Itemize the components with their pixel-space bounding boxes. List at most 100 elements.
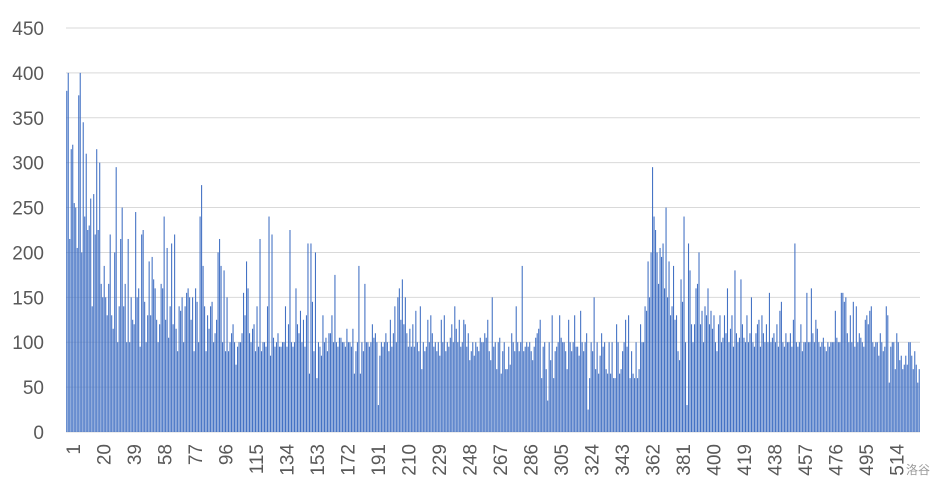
- x-tick-label: 248: [461, 444, 482, 476]
- y-tick-label: 200: [12, 243, 44, 264]
- bar: [295, 288, 297, 432]
- bar: [744, 342, 746, 432]
- bar: [551, 315, 553, 432]
- bar: [699, 324, 702, 432]
- bar: [277, 333, 279, 432]
- bar: [404, 297, 406, 432]
- bar: [347, 342, 349, 432]
- bar: [238, 342, 240, 432]
- y-axis-tick-labels: 0 50 100 150 200 250 300 350 400 450: [12, 19, 44, 444]
- bar: [875, 342, 877, 432]
- bar: [400, 319, 402, 432]
- bar: [374, 333, 376, 432]
- bar: [165, 319, 167, 432]
- bar: [710, 310, 712, 432]
- bar: [857, 342, 859, 432]
- bar: [244, 315, 246, 432]
- x-tick-label: 20: [95, 444, 116, 465]
- bar: [494, 342, 496, 432]
- bar: [409, 328, 411, 432]
- bar: [503, 342, 505, 432]
- bar: [599, 355, 601, 432]
- bar: [517, 342, 519, 432]
- bar: [286, 346, 288, 432]
- bar: [526, 342, 528, 432]
- bar: [821, 342, 823, 432]
- bar: [367, 342, 369, 432]
- bar: [752, 342, 754, 432]
- bar: [88, 225, 90, 432]
- bar: [111, 315, 113, 432]
- bar: [607, 373, 609, 432]
- bar: [879, 333, 881, 432]
- bar: [284, 306, 287, 432]
- bar: [328, 333, 330, 432]
- bar: [299, 310, 302, 432]
- bar: [664, 288, 666, 432]
- bar: [834, 310, 836, 432]
- bar: [900, 355, 902, 432]
- y-tick-label: 350: [12, 109, 44, 130]
- bar: [723, 315, 726, 432]
- x-tick-label: 267: [491, 444, 512, 476]
- bar: [794, 243, 796, 432]
- bar: [677, 351, 679, 432]
- bar: [508, 346, 510, 432]
- bar: [115, 167, 117, 432]
- bar: [605, 369, 607, 432]
- bar: [240, 342, 242, 432]
- bar: [899, 360, 901, 432]
- bar: [383, 342, 385, 432]
- bar: [455, 328, 457, 432]
- bar: [171, 243, 173, 432]
- bar: [858, 333, 860, 432]
- bar: [231, 333, 233, 432]
- bar: [631, 351, 633, 432]
- bar: [278, 346, 281, 432]
- x-tick-label: 115: [247, 444, 268, 474]
- bar: [831, 342, 833, 432]
- bar: [914, 351, 916, 432]
- x-tick-label: 305: [552, 444, 573, 476]
- bar: [365, 342, 367, 432]
- bar: [169, 306, 171, 432]
- bar: [637, 378, 639, 432]
- bar: [403, 324, 405, 432]
- x-tick-label: 134: [278, 444, 299, 476]
- bar: [265, 346, 267, 432]
- y-tick-label: 400: [12, 64, 44, 85]
- x-tick-label: 362: [644, 444, 665, 476]
- bar: [565, 351, 567, 432]
- bar: [225, 351, 227, 432]
- bar: [79, 72, 81, 432]
- bar: [100, 283, 102, 432]
- bar: [97, 230, 99, 432]
- bar: [254, 351, 257, 432]
- bar: [145, 342, 147, 432]
- bar: [247, 288, 249, 432]
- bar: [707, 288, 709, 432]
- bar: [888, 382, 890, 432]
- bar: [181, 297, 183, 432]
- bar: [563, 342, 565, 432]
- bar: [622, 351, 624, 432]
- bar: [187, 288, 189, 432]
- bar: [156, 319, 158, 432]
- bar: [482, 342, 484, 432]
- bar: [658, 283, 660, 432]
- bar: [722, 337, 724, 432]
- bar: [214, 333, 216, 432]
- bar: [301, 342, 303, 432]
- bar: [488, 351, 490, 432]
- bar: [665, 207, 667, 432]
- y-tick-label: 100: [12, 333, 44, 354]
- bar: [791, 346, 793, 432]
- bar: [133, 324, 135, 432]
- bar: [602, 346, 604, 432]
- bar: [807, 342, 809, 432]
- bar: [499, 337, 501, 432]
- bar: [741, 324, 743, 432]
- bar: [535, 337, 537, 432]
- bar: [431, 333, 433, 432]
